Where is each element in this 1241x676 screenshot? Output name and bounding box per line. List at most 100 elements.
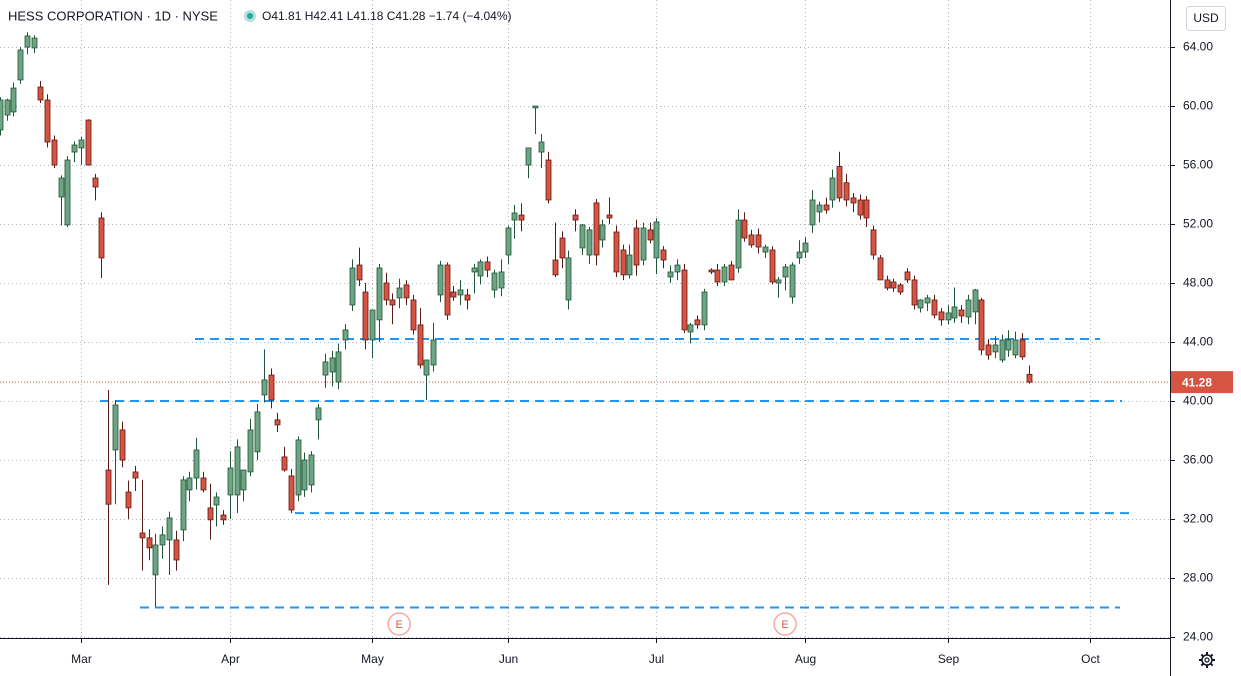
currency-button[interactable] — [1186, 6, 1226, 31]
candle-body — [579, 224, 586, 249]
candle-body — [775, 279, 782, 284]
candle-body — [301, 459, 308, 491]
earnings-marker — [387, 612, 411, 636]
candle-body — [173, 539, 180, 561]
candle-body — [410, 299, 417, 331]
status-dot — [247, 13, 253, 19]
candle-body — [687, 324, 694, 333]
candle-body — [877, 257, 884, 281]
candle-body — [471, 267, 478, 273]
candle-body — [653, 221, 660, 259]
candle-body — [572, 214, 579, 221]
candle-body — [227, 467, 234, 496]
x-tick-label: Apr — [221, 652, 240, 666]
candle-body — [505, 227, 512, 256]
candle-body — [261, 379, 268, 396]
candle-body — [31, 37, 38, 49]
y-tick-label: 24.00 — [1183, 630, 1213, 644]
x-tick-label: Mar — [71, 652, 92, 666]
x-tick-label: May — [361, 652, 384, 666]
candle-body — [125, 491, 132, 509]
candle-body — [829, 177, 836, 201]
y-tick-label: 48.00 — [1183, 276, 1213, 290]
chart-title: HESS CORPORATION · 1D · NYSE — [8, 8, 218, 23]
candle-body — [599, 224, 606, 241]
candle-body — [213, 496, 220, 506]
candle-body — [274, 419, 281, 426]
candle-body — [207, 507, 214, 521]
x-tick-label: Sep — [938, 652, 960, 666]
candle-body — [389, 299, 396, 306]
y-tick-label: 44.00 — [1183, 335, 1213, 349]
candle-body — [220, 514, 227, 521]
candle-body — [362, 291, 369, 341]
currency-label[interactable]: USD — [1193, 11, 1219, 25]
candle-body — [498, 271, 505, 289]
candle-body — [396, 287, 403, 299]
candle-body — [741, 219, 748, 239]
candle-body — [85, 119, 92, 166]
candle-body — [383, 282, 390, 301]
candle-body — [376, 267, 383, 321]
settings-button[interactable] — [1199, 652, 1215, 668]
candle-body — [728, 264, 735, 281]
candle-body — [105, 469, 112, 505]
candle-body — [356, 264, 363, 281]
candle-body — [978, 299, 985, 351]
candle-body — [721, 266, 728, 283]
candle-body — [1026, 373, 1033, 383]
candle-body — [911, 279, 918, 306]
y-tick-label: 64.00 — [1183, 40, 1213, 54]
candle-body — [58, 177, 65, 198]
candle-body — [247, 429, 254, 473]
candle-body — [342, 329, 349, 341]
candle-body — [1012, 339, 1019, 356]
candle-body — [823, 204, 830, 211]
candle-body — [484, 261, 491, 271]
candle-body — [620, 249, 627, 276]
earnings-marker — [773, 612, 797, 636]
candle-body — [71, 144, 78, 153]
candle-body — [369, 309, 376, 341]
candle-body — [92, 177, 99, 188]
candle-body — [166, 517, 173, 541]
last-price-box — [1171, 371, 1233, 394]
candle-body — [552, 259, 559, 276]
candle-body — [972, 289, 979, 313]
candle-body — [349, 267, 356, 306]
candle-body — [674, 264, 681, 273]
candle-body — [890, 281, 897, 289]
candle-body — [444, 264, 451, 316]
candle-body — [626, 254, 633, 276]
candle-body — [139, 532, 146, 539]
candle-body — [491, 272, 498, 291]
candle-body — [748, 234, 755, 246]
candle-body — [450, 291, 457, 298]
candle-body — [119, 429, 126, 461]
candle-body — [694, 319, 701, 326]
candle-body — [816, 204, 823, 213]
candle-body — [755, 234, 762, 248]
candle-body — [958, 309, 965, 317]
candle-body — [938, 311, 945, 321]
candle-body — [782, 266, 789, 278]
candle-body — [870, 229, 877, 256]
earnings-label: E — [781, 619, 788, 631]
candle-body — [701, 291, 708, 326]
candle-body — [999, 339, 1006, 361]
y-tick-label: 36.00 — [1183, 453, 1213, 467]
candle-body — [132, 471, 139, 479]
candle-body — [4, 99, 11, 116]
candle-body — [965, 299, 972, 318]
candle-body — [633, 227, 640, 266]
candle-body — [98, 217, 105, 259]
candle-body — [769, 249, 776, 283]
candle-body — [423, 359, 430, 376]
y-tick-label: 52.00 — [1183, 217, 1213, 231]
candle-body — [477, 261, 484, 277]
candle-body — [985, 344, 992, 356]
candle-body — [322, 361, 329, 376]
candle-body — [240, 469, 247, 491]
candle-body — [789, 264, 796, 298]
